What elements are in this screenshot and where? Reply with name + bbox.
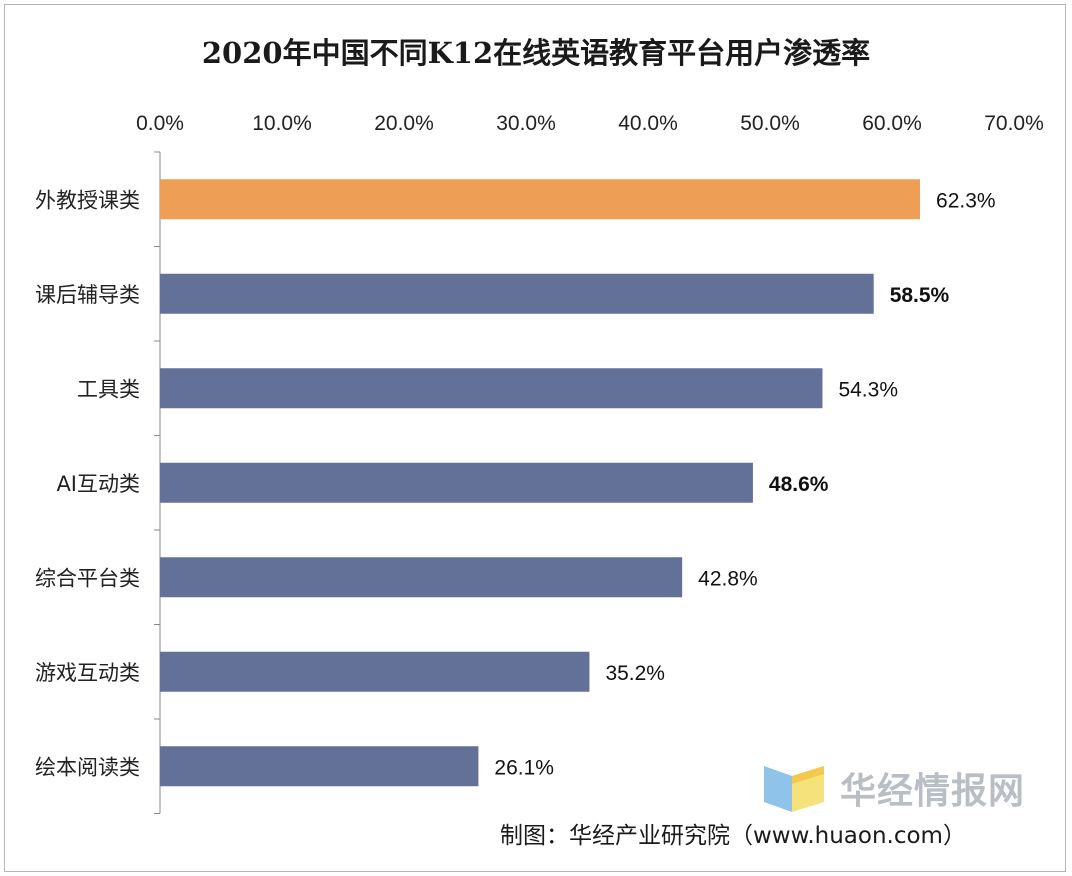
x-tick-label: 20.0%	[374, 112, 434, 135]
bar	[160, 651, 590, 692]
watermark: 华经情报网	[762, 762, 1025, 814]
data-label: 26.1%	[494, 756, 554, 779]
chart-title: 2020年中国不同K12在线英语教育平台用户渗透率	[201, 36, 871, 70]
data-label: 62.3%	[936, 189, 996, 212]
x-tick-label: 70.0%	[984, 112, 1044, 135]
source-note: 制图：华经产业研究院（www.huaon.com）	[500, 823, 966, 849]
category-label: 游戏互动类	[35, 661, 140, 685]
bar	[160, 368, 823, 409]
category-label: 综合平台类	[35, 566, 140, 590]
category-label: AI互动类	[56, 472, 140, 496]
bar	[160, 462, 753, 503]
category-label: 外教授课类	[35, 188, 140, 212]
category-label: 课后辅导类	[35, 283, 140, 307]
watermark-text: 华经情报网	[840, 771, 1026, 812]
x-tick-label: 60.0%	[862, 112, 922, 135]
bar	[160, 557, 683, 598]
x-tick-label: 50.0%	[740, 112, 800, 135]
data-label: 42.8%	[698, 567, 758, 590]
category-label: 绘本阅读类	[35, 755, 140, 779]
huajing-logo-icon	[762, 762, 826, 814]
bar	[160, 273, 874, 314]
x-tick-label: 40.0%	[618, 112, 678, 135]
x-tick-label: 0.0%	[136, 112, 184, 135]
bar	[160, 746, 479, 787]
data-label: 58.5%	[890, 284, 950, 307]
x-tick-label: 10.0%	[252, 112, 312, 135]
x-tick-label: 30.0%	[496, 112, 556, 135]
chart-frame	[4, 4, 1066, 872]
category-label: 工具类	[77, 377, 140, 401]
data-label: 54.3%	[838, 378, 898, 401]
data-label: 48.6%	[769, 473, 829, 496]
data-label: 35.2%	[605, 662, 665, 685]
bar	[160, 179, 921, 220]
